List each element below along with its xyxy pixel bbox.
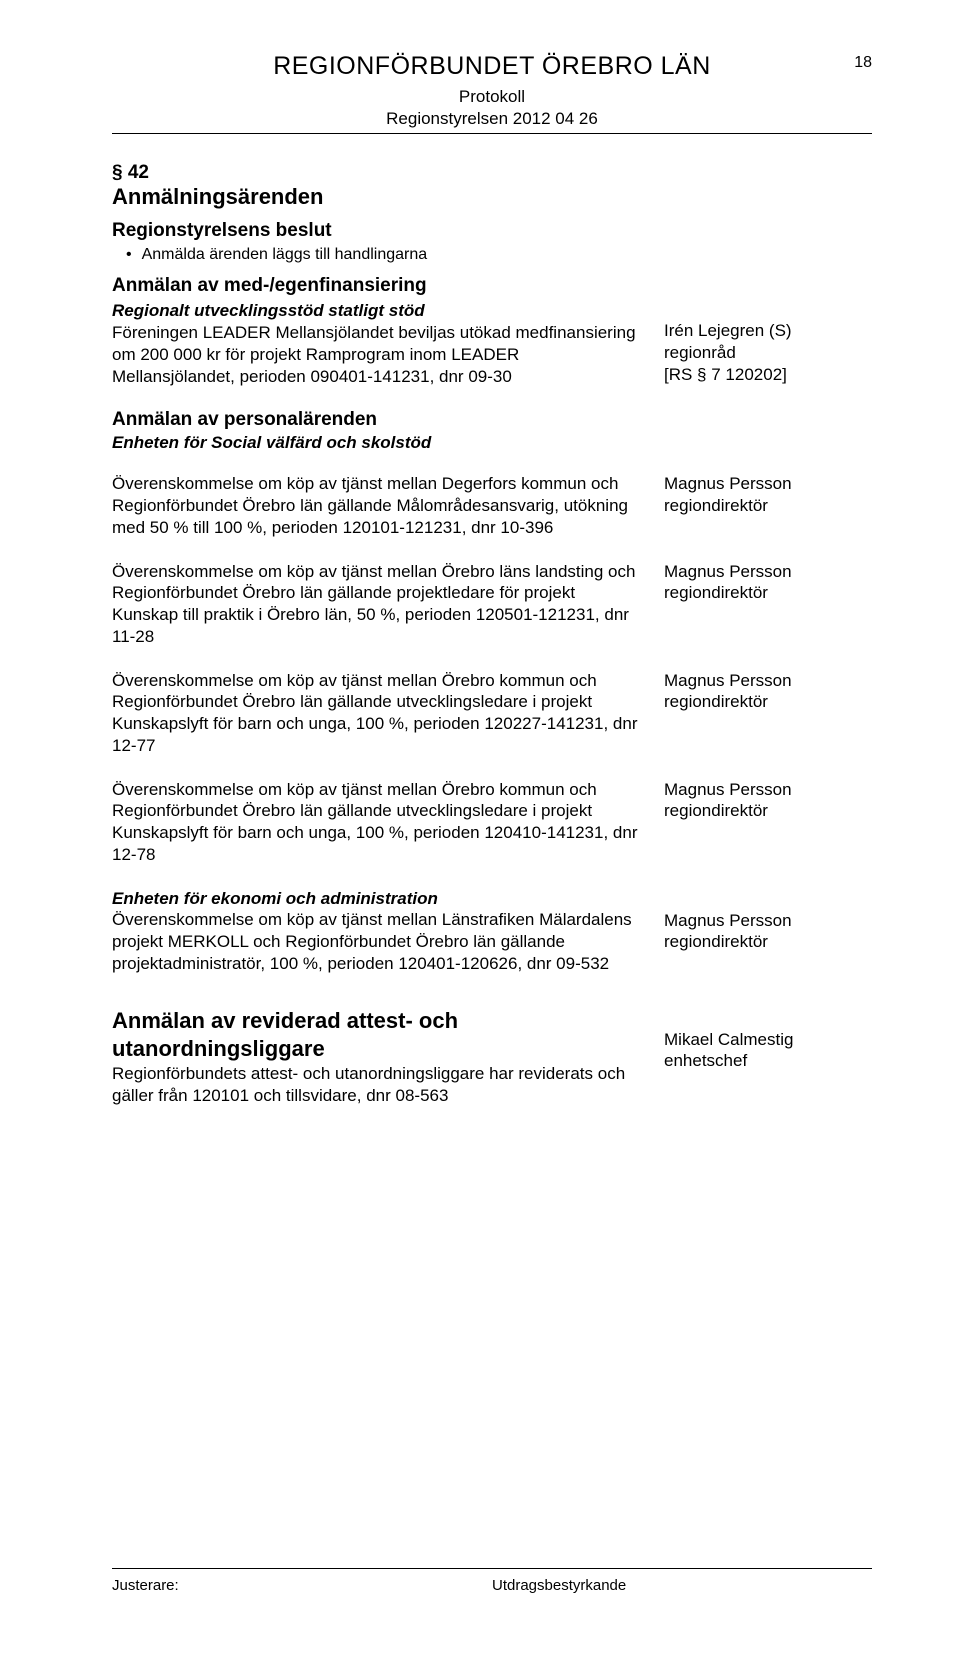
financing-text: Föreningen LEADER Mellansjölandet bevilj… [112,322,640,387]
signer-name: Irén Lejegren (S) [664,320,872,342]
agreement-item: Överenskommelse om köp av tjänst mellan … [112,670,872,757]
footer-right: Utdragsbestyrkande [492,1577,626,1594]
personal-heading: Anmälan av personalärenden [112,409,872,431]
signer-title: regiondirektör [664,495,872,517]
ekonomi-left: Enheten för ekonomi och administration Ö… [112,888,640,975]
header-date: Regionstyrelsen 2012 04 26 [112,109,872,129]
subsection-heading: Regionstyrelsens beslut [112,220,872,242]
section-title: Anmälningsärenden [112,184,872,210]
signer-title: enhetschef [664,1050,872,1072]
footer-row: Justerare: Utdragsbestyrkande [112,1577,872,1594]
section-number: § 42 [112,162,872,184]
attest-right: Mikael Calmestig enhetschef [664,997,872,1073]
financing-subheading: Regionalt utvecklingsstöd statligt stöd [112,300,640,322]
document-page: 18 REGIONFÖRBUNDET ÖREBRO LÄN Protokoll … [0,0,960,1666]
financing-right: Irén Lejegren (S) regionråd [RS § 7 1202… [664,274,872,385]
page-footer: Justerare: Utdragsbestyrkande [112,1568,872,1594]
agreement-signer: Magnus Persson regiondirektör [664,561,872,605]
agreement-text: Överenskommelse om köp av tjänst mellan … [112,670,640,757]
personal-subheading: Enheten för Social välfärd och skolstöd [112,433,872,453]
agreement-text: Överenskommelse om köp av tjänst mellan … [112,561,640,648]
signer-title: regiondirektör [664,582,872,604]
ekonomi-heading: Enheten för ekonomi och administration [112,888,640,910]
agreement-item: Överenskommelse om köp av tjänst mellan … [112,561,872,648]
signer-name: Magnus Persson [664,670,872,692]
header-title: REGIONFÖRBUNDET ÖREBRO LÄN [112,52,872,81]
signer-name: Magnus Persson [664,473,872,495]
agreement-item: Överenskommelse om köp av tjänst mellan … [112,779,872,866]
attest-left: Anmälan av reviderad attest- och utanord… [112,997,640,1107]
attest-heading: Anmälan av reviderad attest- och utanord… [112,1007,640,1063]
ekonomi-block: Enheten för ekonomi och administration Ö… [112,888,872,975]
agreement-text: Överenskommelse om köp av tjänst mellan … [112,779,640,866]
footer-rule [112,1568,872,1569]
footer-left: Justerare: [112,1577,492,1594]
ekonomi-text: Överenskommelse om köp av tjänst mellan … [112,909,640,974]
signer-title: regiondirektör [664,800,872,822]
financing-left: Anmälan av med-/egenfinansiering Regiona… [112,274,640,387]
agreement-signer: Magnus Persson regiondirektör [664,473,872,517]
attest-block: Anmälan av reviderad attest- och utanord… [112,997,872,1107]
ekonomi-right: Magnus Persson regiondirektör [664,888,872,954]
personal-block-header: Anmälan av personalärenden Enheten för S… [112,409,872,453]
attest-text: Regionförbundets attest- och utanordning… [112,1063,640,1107]
agreement-signer: Magnus Persson regiondirektör [664,670,872,714]
bullet-dot-icon: • [126,246,132,264]
financing-heading: Anmälan av med-/egenfinansiering [112,274,640,298]
signer-title: regiondirektör [664,691,872,713]
header-subtitle: Protokoll [112,87,872,107]
signer-name: Magnus Persson [664,779,872,801]
bullet-text: Anmälda ärenden läggs till handlingarna [142,246,428,264]
financing-block: Anmälan av med-/egenfinansiering Regiona… [112,274,872,387]
signer-name: Mikael Calmestig [664,1029,872,1051]
signer-title: regionråd [664,342,872,364]
signer-name: Magnus Persson [664,561,872,583]
agreement-item: Överenskommelse om köp av tjänst mellan … [112,473,872,538]
header-rule [112,133,872,134]
signer-name: Magnus Persson [664,910,872,932]
signer-title: regiondirektör [664,931,872,953]
agreement-signer: Magnus Persson regiondirektör [664,779,872,823]
agreement-text: Överenskommelse om köp av tjänst mellan … [112,473,640,538]
page-number: 18 [854,54,872,72]
signer-ref: [RS § 7 120202] [664,364,872,386]
bullet-item: • Anmälda ärenden läggs till handlingarn… [126,246,872,264]
